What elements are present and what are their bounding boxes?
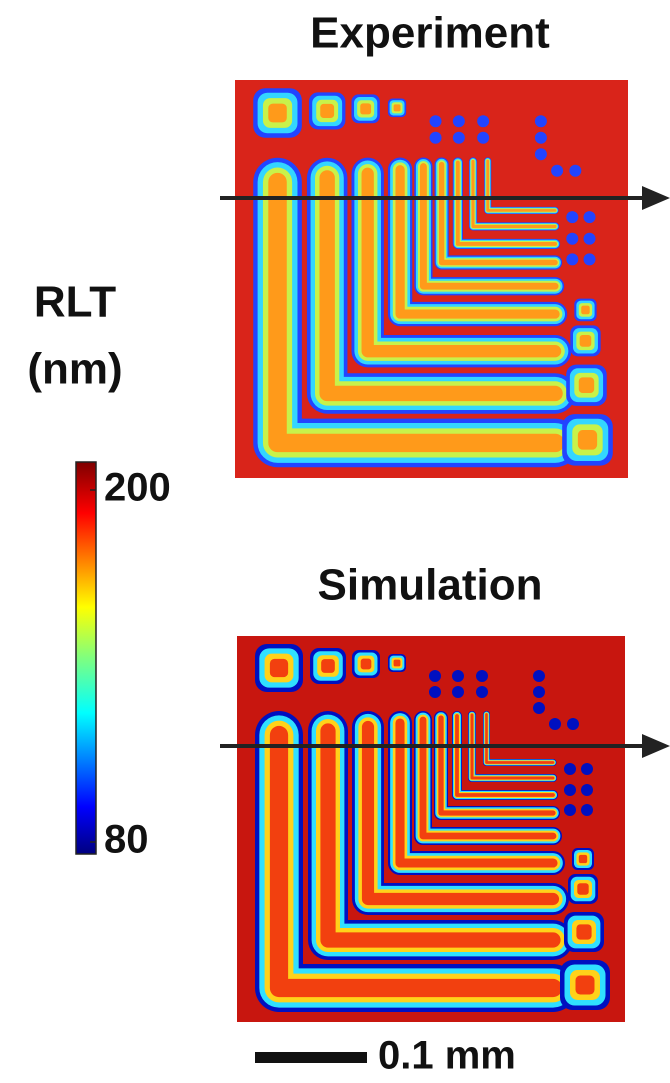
dot	[564, 763, 576, 775]
pad	[320, 104, 334, 118]
dot	[535, 115, 547, 127]
pad	[576, 976, 595, 995]
panel-title: Experiment	[310, 9, 550, 58]
dot	[477, 132, 489, 144]
dot	[581, 763, 593, 775]
dot	[429, 686, 441, 698]
panel-title: Simulation	[318, 561, 543, 610]
pad	[361, 659, 372, 670]
dot	[452, 686, 464, 698]
simulation-map	[237, 636, 625, 1022]
figure: Experiment Simulation RLT (nm) 0.1 mm 80…	[0, 0, 670, 1083]
pad	[577, 883, 588, 894]
pad	[270, 659, 288, 677]
dot	[564, 804, 576, 816]
dot	[569, 165, 581, 177]
dot	[549, 718, 561, 730]
dot	[533, 670, 545, 682]
dot	[584, 211, 596, 223]
pad	[578, 430, 597, 450]
dot	[566, 253, 578, 265]
colorbar-tick-label: 200	[104, 466, 171, 510]
dot	[477, 115, 489, 127]
dot	[429, 670, 441, 682]
dot	[476, 686, 488, 698]
colorbar-tick-label: 80	[104, 818, 149, 862]
experiment-map	[235, 80, 628, 478]
pad	[579, 377, 594, 393]
scale-bar	[255, 1052, 367, 1063]
dot	[453, 115, 465, 127]
dot	[551, 165, 563, 177]
dot	[535, 148, 547, 160]
dot	[584, 253, 596, 265]
dot	[452, 670, 464, 682]
pad	[268, 104, 286, 123]
dot	[567, 718, 579, 730]
dot	[566, 211, 578, 223]
colorbar-label: (nm)	[27, 345, 122, 394]
dot	[584, 233, 596, 245]
dot	[430, 132, 442, 144]
colorbar	[76, 462, 96, 854]
dot	[581, 784, 593, 796]
pad	[394, 104, 401, 111]
pad	[321, 659, 335, 673]
scale-bar-label: 0.1 mm	[378, 1034, 516, 1078]
dot	[453, 132, 465, 144]
pad	[360, 103, 371, 114]
pad	[576, 924, 591, 939]
pad	[580, 335, 592, 347]
dot	[430, 115, 442, 127]
colorbar-label: RLT	[34, 278, 116, 327]
dot	[564, 784, 576, 796]
dot	[581, 804, 593, 816]
pad	[394, 660, 401, 667]
dot	[533, 702, 545, 714]
dot	[566, 233, 578, 245]
dot	[535, 132, 547, 144]
pad	[579, 855, 587, 863]
dot	[476, 670, 488, 682]
pad	[581, 306, 589, 315]
dot	[533, 686, 545, 698]
